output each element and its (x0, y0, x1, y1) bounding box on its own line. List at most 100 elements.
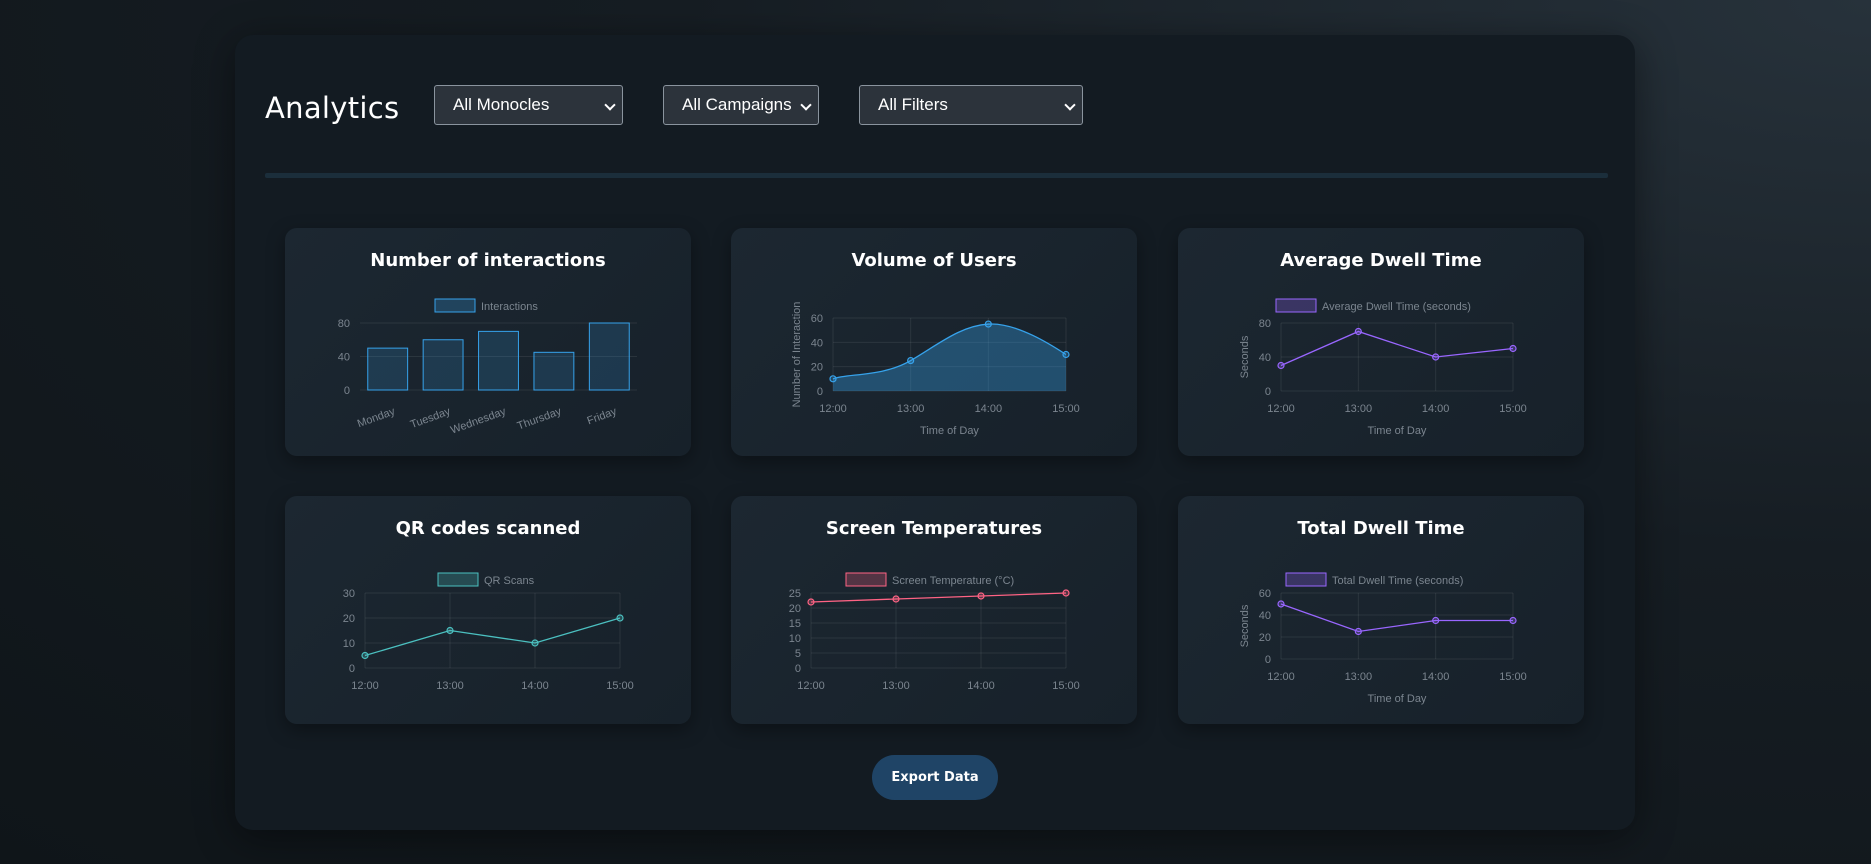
y-tick-label: 20 (343, 613, 355, 625)
legend-swatch (845, 572, 887, 587)
x-tick-label: 14:00 (967, 680, 995, 692)
campaign-select[interactable]: All Campaigns (663, 85, 819, 125)
area-fill (833, 323, 1066, 391)
x-tick-label: Monday (356, 405, 397, 430)
series-line (810, 592, 1067, 603)
total-dwell-card: Total Dwell Time 0 20 40 60 12:00 13:00 14:00 1… (1178, 496, 1584, 724)
legend-swatch (1285, 572, 1327, 587)
y-tick-label: 0 (349, 663, 355, 675)
y-tick-label: 0 (795, 663, 801, 675)
card-title: Number of interactions (370, 250, 606, 271)
y-tick-label: 40 (1259, 610, 1271, 622)
page-title: Analytics (265, 91, 400, 125)
users-chart: 0 20 40 60 12:00 13:00 14:00 15:00 Time of Day Nu… (791, 302, 1080, 437)
data-point (361, 651, 369, 660)
y-tick-label: 0 (1265, 386, 1271, 398)
y-axis-title: Seconds (1239, 604, 1251, 647)
data-point (829, 375, 837, 383)
x-tick-label: 15:00 (606, 680, 634, 692)
data-point (892, 595, 900, 603)
y-axis-title: Number of Interaction (791, 302, 803, 408)
data-point (1432, 616, 1440, 625)
x-tick-label: Tuesday (409, 405, 453, 431)
interactions-card: Number of interactions 0 40 80 Monday Tuesda… (285, 228, 691, 456)
y-tick-label: 0 (344, 385, 350, 397)
x-axis-title: Time of Day (1368, 693, 1427, 705)
filter-select[interactable]: All Filters (859, 85, 1083, 125)
total-dwell-chart: 0 20 40 60 12:00 13:00 14:00 15:00 Time of Day Se… (1239, 572, 1527, 705)
x-tick-label: 12:00 (819, 403, 847, 415)
avg-dwell-card: Average Dwell Time 0 40 80 12:00 13:00 14:00 1… (1178, 228, 1584, 456)
x-tick-label: 13:00 (1345, 671, 1373, 683)
data-point (907, 356, 915, 365)
data-point (1062, 589, 1070, 597)
monocle-select-value: All Monocles (453, 95, 550, 114)
y-tick-label: 40 (1259, 352, 1271, 364)
card-title: Average Dwell Time (1280, 250, 1482, 271)
monocle-select[interactable]: All Monocles (434, 85, 623, 125)
data-point (1432, 353, 1440, 361)
filter-select-value: All Filters (878, 95, 948, 114)
data-point (1277, 600, 1285, 608)
y-tick-label: 0 (817, 386, 823, 398)
users-card: Volume of Users 0 20 40 60 12:00 13:00 14:00 15… (731, 228, 1137, 456)
analytics-panel: Analytics All Monocles All Campaigns All… (235, 35, 1635, 830)
legend-swatch (437, 572, 479, 587)
y-axis-title: Seconds (1239, 335, 1251, 378)
chevron-down-icon (604, 99, 616, 111)
legend-swatch (1275, 298, 1317, 313)
x-axis-title: Time of Day (920, 425, 979, 437)
x-tick-label: 15:00 (1052, 403, 1080, 415)
data-point (1509, 344, 1517, 353)
temperature-card: Screen Temperatures 0 5 10 15 20 25 12:00 13:00… (731, 496, 1137, 724)
x-tick-label: 12:00 (797, 680, 825, 692)
bar (533, 351, 575, 391)
x-tick-label: Thursday (516, 405, 564, 432)
y-tick-label: 20 (789, 603, 801, 615)
y-tick-label: 40 (338, 352, 350, 364)
series-line (1280, 603, 1513, 633)
x-tick-label: 14:00 (1422, 671, 1450, 683)
qr-card: QR codes scanned 0 10 20 30 12:00 13:00 14:00 1… (285, 496, 691, 724)
x-tick-label: Wednesday (449, 405, 508, 436)
card-title: QR codes scanned (395, 518, 581, 539)
x-tick-label: Friday (586, 405, 619, 427)
x-tick-label: 14:00 (521, 680, 549, 692)
y-tick-label: 60 (1259, 588, 1271, 600)
x-tick-label: 12:00 (351, 680, 379, 692)
data-point (446, 626, 454, 635)
y-tick-label: 10 (343, 638, 355, 650)
bar (422, 339, 464, 391)
header-divider (265, 173, 1608, 178)
chevron-down-icon (800, 99, 812, 111)
y-tick-label: 15 (789, 618, 801, 630)
card-title: Screen Temperatures (825, 518, 1043, 539)
x-tick-label: 12:00 (1267, 671, 1295, 683)
data-point (1277, 361, 1285, 370)
data-point (531, 639, 539, 647)
y-tick-label: 60 (811, 313, 823, 325)
x-tick-label: 13:00 (436, 680, 464, 692)
series-line (1280, 330, 1514, 367)
data-point (1354, 327, 1362, 336)
x-tick-label: 13:00 (897, 403, 925, 415)
x-tick-label: 13:00 (1345, 403, 1373, 415)
bar (588, 322, 630, 391)
y-tick-label: 20 (811, 362, 823, 374)
x-tick-label: 15:00 (1499, 403, 1527, 415)
series-line (832, 323, 1067, 380)
x-tick-label: 14:00 (1422, 403, 1450, 415)
y-tick-label: 25 (789, 588, 801, 600)
data-point (984, 320, 992, 328)
y-tick-label: 0 (1265, 654, 1271, 666)
export-data-button[interactable]: Export Data (872, 755, 998, 800)
y-tick-label: 80 (1259, 318, 1271, 330)
x-tick-label: 15:00 (1052, 680, 1080, 692)
series-line (364, 617, 621, 657)
legend-label: Total Dwell Time (seconds) (1332, 575, 1463, 587)
data-point (977, 592, 985, 600)
bar (478, 330, 519, 391)
legend-label: Average Dwell Time (seconds) (1322, 301, 1471, 313)
campaign-select-value: All Campaigns (682, 95, 792, 114)
